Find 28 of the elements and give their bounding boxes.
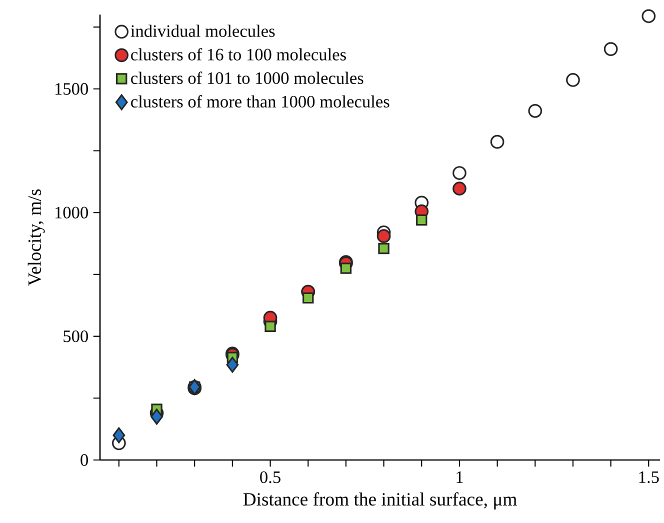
point [264, 320, 276, 332]
x-tick-label: 1 [456, 472, 463, 483]
point [452, 182, 466, 196]
legend-label: clusters of more than 1000 molecules [131, 95, 390, 108]
point [150, 408, 163, 425]
point [566, 73, 580, 88]
y-tick-label: 1000 [55, 206, 88, 219]
y-tick-label: 500 [64, 330, 88, 342]
point [226, 356, 239, 373]
point [340, 262, 352, 274]
x-tick-label: 0.5 [260, 472, 280, 484]
y-axis-title: Velocity, m/s [28, 190, 45, 286]
point [604, 42, 618, 56]
point [490, 135, 504, 149]
point [376, 229, 391, 244]
point [416, 214, 428, 226]
legend-label: individual molecules [130, 24, 275, 38]
y-tick-label: 1500 [55, 83, 88, 95]
legend-label: clusters of 101 to 1000 molecules [131, 72, 364, 84]
point [378, 243, 390, 254]
point [452, 166, 466, 180]
x-axis-title: Distance from the initial surface, μm [243, 492, 517, 510]
x-tick-label: 1.5 [639, 472, 659, 484]
point [112, 427, 126, 444]
point [528, 104, 542, 118]
y-tick-label: 0 [80, 454, 88, 466]
legend-label: clusters of 16 to 100 molecules [131, 48, 346, 61]
point [302, 292, 314, 304]
